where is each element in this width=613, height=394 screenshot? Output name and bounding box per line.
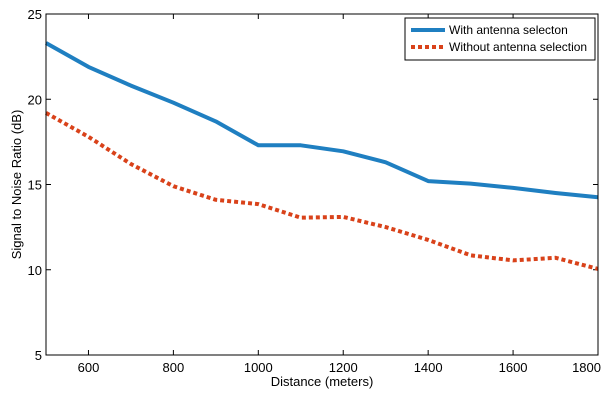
- axes-box: [45, 13, 599, 356]
- x-tick-label: 1800: [572, 360, 601, 375]
- x-tick-label: 800: [163, 360, 185, 375]
- plot-frame: [45, 13, 599, 356]
- x-tick-label: 1400: [414, 360, 443, 375]
- y-tick-label: 20: [28, 92, 42, 107]
- x-tick-label: 1000: [244, 360, 273, 375]
- y-tick-label: 15: [28, 178, 42, 193]
- x-axis-label: Distance (meters): [271, 374, 374, 389]
- series-line-2: [45, 111, 599, 271]
- plot-area: [46, 14, 598, 355]
- y-axis-label: Signal to Noise Ratio (dB): [9, 110, 24, 260]
- x-tick-label: 600: [78, 360, 100, 375]
- series-line-1: [45, 41, 599, 200]
- legend: With antenna selecton Without antenna sel…: [404, 17, 596, 61]
- y-tick-label: 25: [28, 7, 42, 22]
- x-tick-label: 1200: [329, 360, 358, 375]
- y-tick-label: 10: [28, 263, 42, 278]
- x-tick-label: 1600: [499, 360, 528, 375]
- series-lines: [45, 41, 599, 271]
- plot-background: [46, 14, 598, 355]
- y-tick-label: 5: [35, 348, 42, 363]
- legend-label-1: With antenna selecton: [449, 23, 568, 37]
- legend-label-2: Without antenna selection: [449, 40, 587, 54]
- legend-box: [404, 17, 596, 61]
